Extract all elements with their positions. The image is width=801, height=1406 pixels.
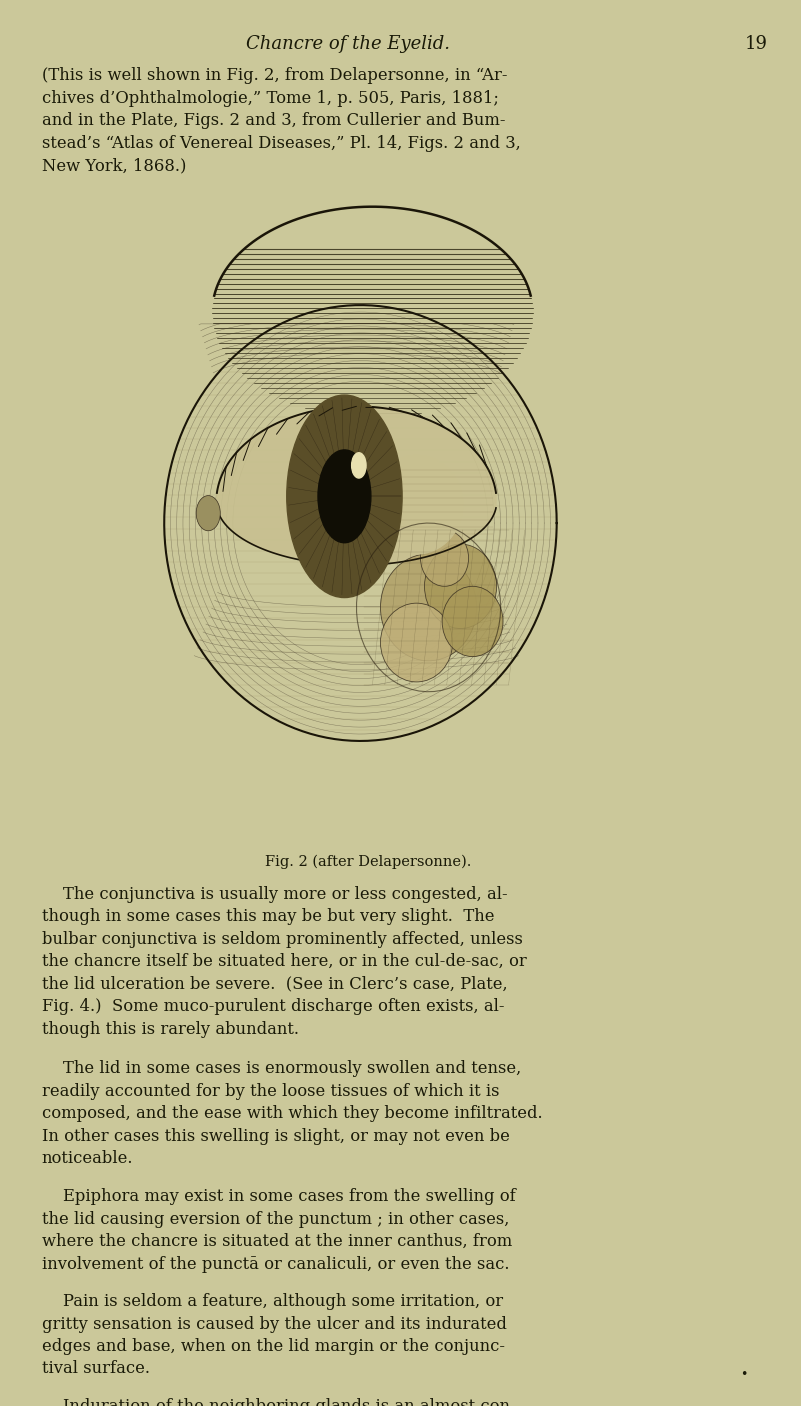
Text: 19: 19 <box>744 35 767 53</box>
Text: Induration of the neighboring glands is an almost con-
stant symptom.  It may be: Induration of the neighboring glands is … <box>42 1398 515 1406</box>
Ellipse shape <box>370 456 463 554</box>
Circle shape <box>287 395 402 598</box>
Circle shape <box>352 453 366 478</box>
Text: Epiphora may exist in some cases from the swelling of
the lid causing eversion o: Epiphora may exist in some cases from th… <box>42 1188 515 1272</box>
Ellipse shape <box>196 495 220 530</box>
Text: The lid in some cases is enormously swollen and tense,
readily accounted for by : The lid in some cases is enormously swol… <box>42 1060 542 1167</box>
Text: Chancre of the Eyelid.: Chancre of the Eyelid. <box>247 35 450 53</box>
Text: •: • <box>739 1368 747 1381</box>
Polygon shape <box>217 406 496 565</box>
Text: Fig. 2 (after Delapersonne).: Fig. 2 (after Delapersonne). <box>265 855 472 869</box>
Ellipse shape <box>380 603 453 682</box>
Circle shape <box>318 450 371 543</box>
Text: (This is well shown in Fig. 2, from Delapersonne, in “Ar-
chives d’Ophthalmologi: (This is well shown in Fig. 2, from Dela… <box>42 67 521 174</box>
Ellipse shape <box>380 554 477 661</box>
Ellipse shape <box>425 544 497 628</box>
Text: Pain is seldom a feature, although some irritation, or
gritty sensation is cause: Pain is seldom a feature, although some … <box>42 1294 506 1378</box>
Text: The conjunctiva is usually more or less congested, al-
though in some cases this: The conjunctiva is usually more or less … <box>42 886 526 1038</box>
Ellipse shape <box>421 530 469 586</box>
Ellipse shape <box>442 586 503 657</box>
